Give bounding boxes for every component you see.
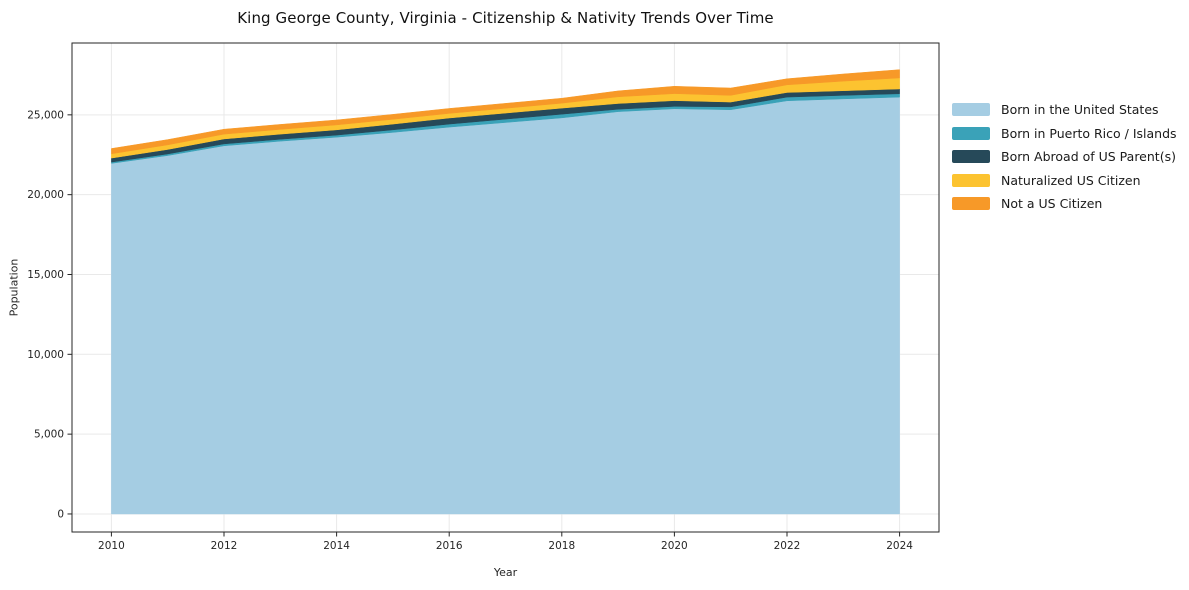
legend-item: Born Abroad of US Parent(s)	[952, 149, 1177, 164]
svg-text:2022: 2022	[774, 540, 801, 552]
svg-text:5,000: 5,000	[34, 429, 64, 441]
svg-text:15,000: 15,000	[27, 269, 64, 281]
legend-item: Born in Puerto Rico / Islands	[952, 125, 1177, 141]
svg-text:2018: 2018	[548, 540, 575, 552]
legend-item: Naturalized US Citizen	[952, 172, 1177, 188]
legend-swatch	[952, 173, 990, 187]
svg-text:2014: 2014	[323, 540, 350, 552]
legend-label: Not a US Citizen	[1001, 196, 1103, 211]
svg-text:2016: 2016	[436, 540, 463, 552]
legend-item: Born in the United States	[952, 102, 1177, 117]
svg-text:2012: 2012	[211, 540, 238, 552]
legend-label: Naturalized US Citizen	[1001, 172, 1141, 188]
svg-text:20,000: 20,000	[27, 189, 64, 201]
legend-item: Not a US Citizen	[952, 196, 1177, 211]
legend-label: Born in Puerto Rico / Islands	[1001, 125, 1177, 141]
svg-text:2010: 2010	[98, 540, 125, 552]
svg-text:10,000: 10,000	[27, 349, 64, 361]
legend-label: Born in the United States	[1001, 102, 1159, 117]
x-axis-label: Year	[493, 566, 518, 579]
svg-text:0: 0	[57, 508, 64, 520]
legend-swatch	[952, 126, 990, 140]
chart-title: King George County, Virginia - Citizensh…	[237, 9, 774, 27]
y-axis-label: Population	[7, 258, 21, 317]
legend-swatch	[952, 197, 990, 210]
legend-label: Born Abroad of US Parent(s)	[1001, 149, 1176, 164]
legend: Born in the United States Born in Puerto…	[952, 102, 1177, 221]
legend-swatch	[952, 150, 990, 163]
svg-text:2024: 2024	[886, 540, 913, 552]
svg-text:2020: 2020	[661, 540, 688, 552]
svg-text:25,000: 25,000	[27, 109, 64, 121]
legend-swatch	[952, 103, 990, 116]
